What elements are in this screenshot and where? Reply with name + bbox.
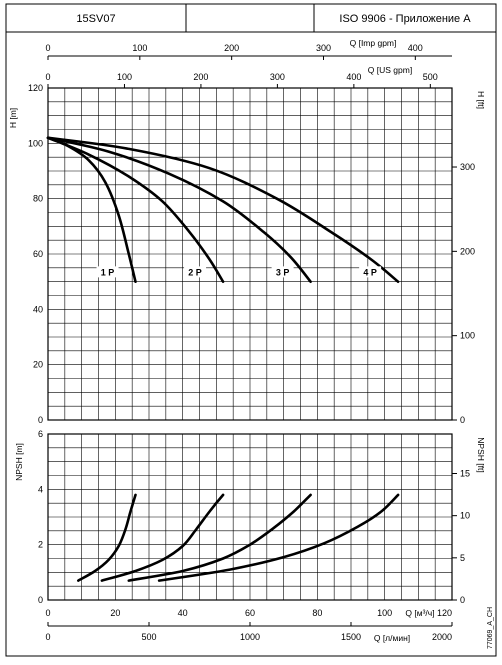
- head-m-tick-label: 40: [33, 304, 43, 314]
- lmin-tick-label: 1000: [240, 632, 260, 642]
- lmin-tick-label: 0: [45, 632, 50, 642]
- head-curve-2p: [46, 136, 225, 283]
- npsh-m-tick-label: 4: [38, 484, 43, 494]
- npsh-m-tick-label: 6: [38, 429, 43, 439]
- lmin-tick-label: 500: [141, 632, 156, 642]
- us-gpm-tick-label: 100: [117, 72, 132, 82]
- series-label-4p: 4 P: [363, 267, 377, 277]
- series-label-3p: 3 P: [276, 267, 290, 277]
- series-label-bg: [271, 266, 294, 278]
- head-ft-tick-label: 0: [460, 415, 465, 425]
- series-label-2p: 2 P: [188, 267, 202, 277]
- npsh-m-axis-label: NPSH [m]: [14, 443, 24, 481]
- imp-gpm-tick-label: 400: [408, 43, 423, 53]
- npsh-grid: [47, 433, 453, 601]
- imp-gpm-tick-label: 100: [132, 43, 147, 53]
- us-gpm-tick-label: 200: [193, 72, 208, 82]
- head-m-tick-label: 120: [28, 83, 43, 93]
- npsh-curve-1p: [77, 493, 137, 582]
- head-m-tick-label: 60: [33, 249, 43, 259]
- npsh-m-tick-label: 2: [38, 540, 43, 550]
- head-ft-tick-label: 100: [460, 331, 475, 341]
- m3h-tick-label: 100: [377, 608, 392, 618]
- npsh-ft-tick-label: 5: [460, 553, 465, 563]
- npsh-ft-tick-label: 15: [460, 469, 470, 479]
- imp-gpm-tick-label: 300: [316, 43, 331, 53]
- imp-gpm-tick-label: 200: [224, 43, 239, 53]
- imp-gpm-axis-label: Q [Imp gpm]: [350, 38, 397, 48]
- us-gpm-axis-label: Q [US gpm]: [368, 65, 412, 75]
- head-m-tick-label: 80: [33, 194, 43, 204]
- npsh-ft-tick-label: 0: [460, 595, 465, 605]
- m3h-axis-label: Q [м³/ч]: [405, 608, 434, 618]
- head-grid: [47, 87, 453, 421]
- m3h-tick-label: 0: [45, 608, 50, 618]
- chart-frame: [5, 31, 497, 657]
- npsh-curve-4p: [157, 493, 400, 582]
- m3h-tick-label: 80: [312, 608, 322, 618]
- head-curve-4p: [46, 136, 400, 283]
- series-label-bg: [184, 266, 207, 278]
- header-frame: [5, 3, 497, 33]
- m3h-tick-label: 60: [245, 608, 255, 618]
- standard-label: ISO 9906 - Приложение A: [339, 13, 471, 25]
- us-gpm-tick-label: 500: [423, 72, 438, 82]
- head-series-labels: 1 P 2 P 3 P 4 P: [96, 266, 382, 278]
- us-gpm-tick-label: 400: [346, 72, 361, 82]
- m3h-tick-label: 20: [110, 608, 120, 618]
- npsh-curves: [77, 493, 400, 582]
- head-curves: [46, 136, 400, 283]
- lmin-axis-label: Q [л/мин]: [374, 633, 410, 643]
- head-curve-1p: [46, 136, 137, 283]
- lmin-tick-label: 2000: [432, 632, 452, 642]
- npsh-ft-axis-label: NPSH [ft]: [476, 437, 486, 472]
- head-m-tick-label: 0: [38, 415, 43, 425]
- head-m-axis-label: H [m]: [8, 108, 18, 128]
- npsh-curve-3p: [127, 493, 312, 582]
- head-m-tick-label: 100: [28, 138, 43, 148]
- head-curve-3p: [46, 136, 312, 283]
- head-ft-axis-label: H [ft]: [476, 91, 486, 109]
- us-gpm-tick-label: 300: [270, 72, 285, 82]
- npsh-m-tick-label: 0: [38, 595, 43, 605]
- series-label-1p: 1 P: [101, 267, 115, 277]
- lmin-tick-label: 1500: [341, 632, 361, 642]
- pump-model: 15SV07: [76, 13, 115, 25]
- m3h-tick-label: 120: [437, 608, 452, 618]
- npsh-ft-tick-label: 10: [460, 511, 470, 521]
- head-ft-tick-label: 200: [460, 246, 475, 256]
- footnote-code: 77069_A_CH: [487, 607, 494, 649]
- series-label-bg: [96, 266, 119, 278]
- npsh-curve-2p: [100, 493, 225, 582]
- series-label-bg: [359, 266, 382, 278]
- imp-gpm-tick-label: 0: [45, 43, 50, 53]
- m3h-tick-label: 40: [178, 608, 188, 618]
- head-ft-tick-label: 300: [460, 162, 475, 172]
- head-m-tick-label: 20: [33, 360, 43, 370]
- us-gpm-tick-label: 0: [45, 72, 50, 82]
